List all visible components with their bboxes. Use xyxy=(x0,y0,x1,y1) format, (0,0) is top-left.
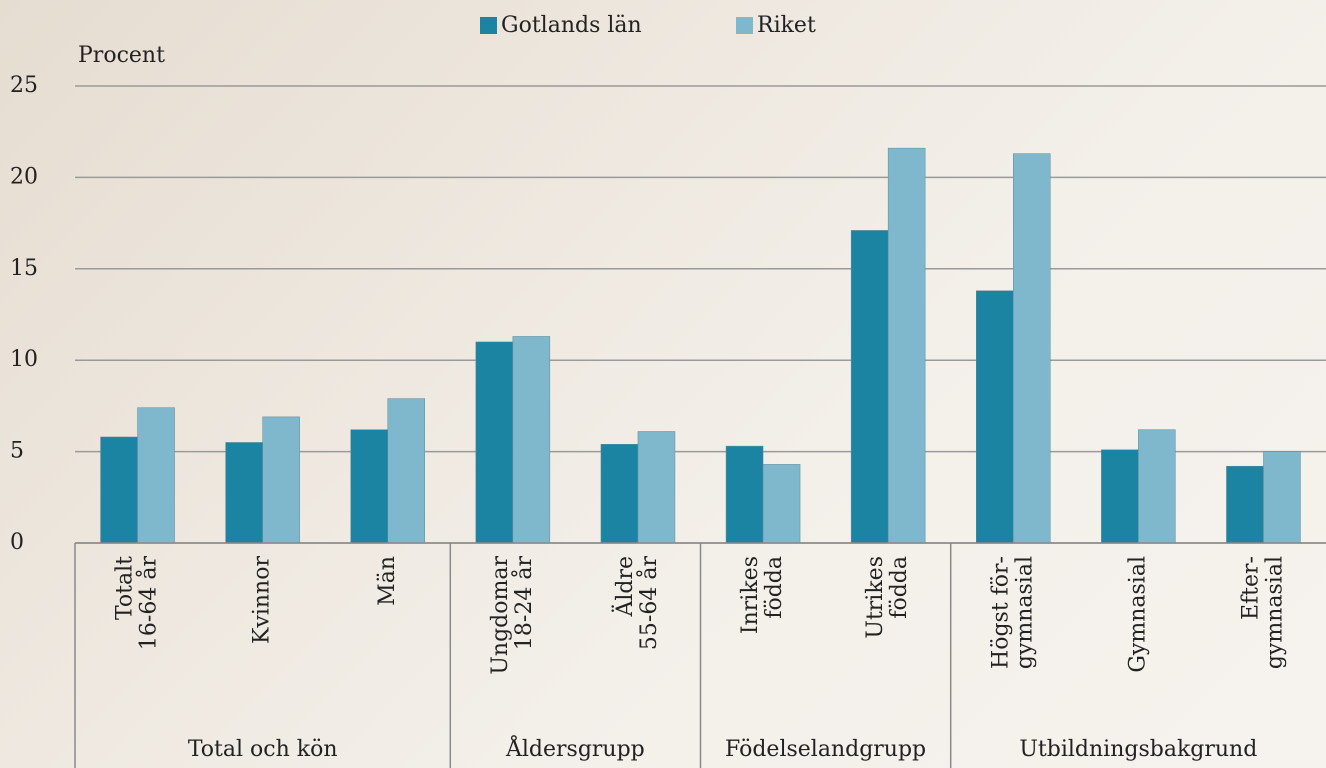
x-tick-label: Totalt xyxy=(113,556,138,620)
x-tick-label: Efter- xyxy=(1238,556,1263,620)
x-tick-label: 55-64 år xyxy=(635,556,662,651)
x-tick-label: gymnasial xyxy=(1012,556,1037,669)
bar xyxy=(976,290,1014,544)
group-label: Åldersgrupp xyxy=(505,734,645,762)
bar xyxy=(1138,429,1176,544)
x-tick-label: Utrikes xyxy=(863,556,888,639)
legend-label: Riket xyxy=(757,13,816,38)
group-label: Födelselandgrupp xyxy=(725,737,926,762)
bar xyxy=(387,398,425,544)
x-tick-label: födda xyxy=(887,556,912,619)
bar xyxy=(475,341,514,544)
bar xyxy=(262,416,300,544)
legend-swatch xyxy=(480,17,497,34)
x-tick-label: Ungdomar xyxy=(488,556,513,675)
x-tick-label: födda xyxy=(762,556,787,619)
bar xyxy=(600,444,639,544)
y-axis-label: Procent xyxy=(78,43,165,68)
legend-swatch xyxy=(736,17,753,34)
bar xyxy=(1226,465,1264,544)
legend-label: Gotlands län xyxy=(501,13,642,38)
x-tick-label: Gymnasial xyxy=(1125,556,1150,673)
bar xyxy=(850,230,889,544)
x-tick-label: Högst för- xyxy=(988,556,1013,669)
y-tick-label: 15 xyxy=(10,256,38,281)
x-tick-label: 16-64 år xyxy=(135,556,162,651)
bar xyxy=(512,336,551,544)
bar xyxy=(100,436,138,544)
bar xyxy=(762,464,801,544)
bar xyxy=(1101,449,1139,544)
bar xyxy=(137,407,175,544)
x-tick-label: Äldre xyxy=(611,556,638,618)
bar xyxy=(225,442,263,544)
y-tick-label: 20 xyxy=(10,164,38,189)
x-tick-label: gymnasial xyxy=(1262,556,1287,669)
y-tick-label: 5 xyxy=(10,439,24,464)
y-tick-label: 10 xyxy=(10,347,38,372)
x-tick-label: Inrikes xyxy=(738,556,763,634)
bar xyxy=(350,429,388,544)
bar xyxy=(637,431,676,544)
y-tick-label: 25 xyxy=(10,73,38,98)
bar xyxy=(1013,153,1051,544)
bar xyxy=(887,147,926,544)
x-tick-label: Kvinnor xyxy=(250,556,275,644)
x-tick-label: 18-24 år xyxy=(510,556,537,651)
group-label: Utbildningsbakgrund xyxy=(1019,737,1257,762)
bar xyxy=(1263,451,1301,544)
bar xyxy=(725,445,764,544)
y-tick-label: 0 xyxy=(10,530,24,555)
x-tick-label: Män xyxy=(375,556,400,606)
group-label: Total och kön xyxy=(188,737,338,762)
